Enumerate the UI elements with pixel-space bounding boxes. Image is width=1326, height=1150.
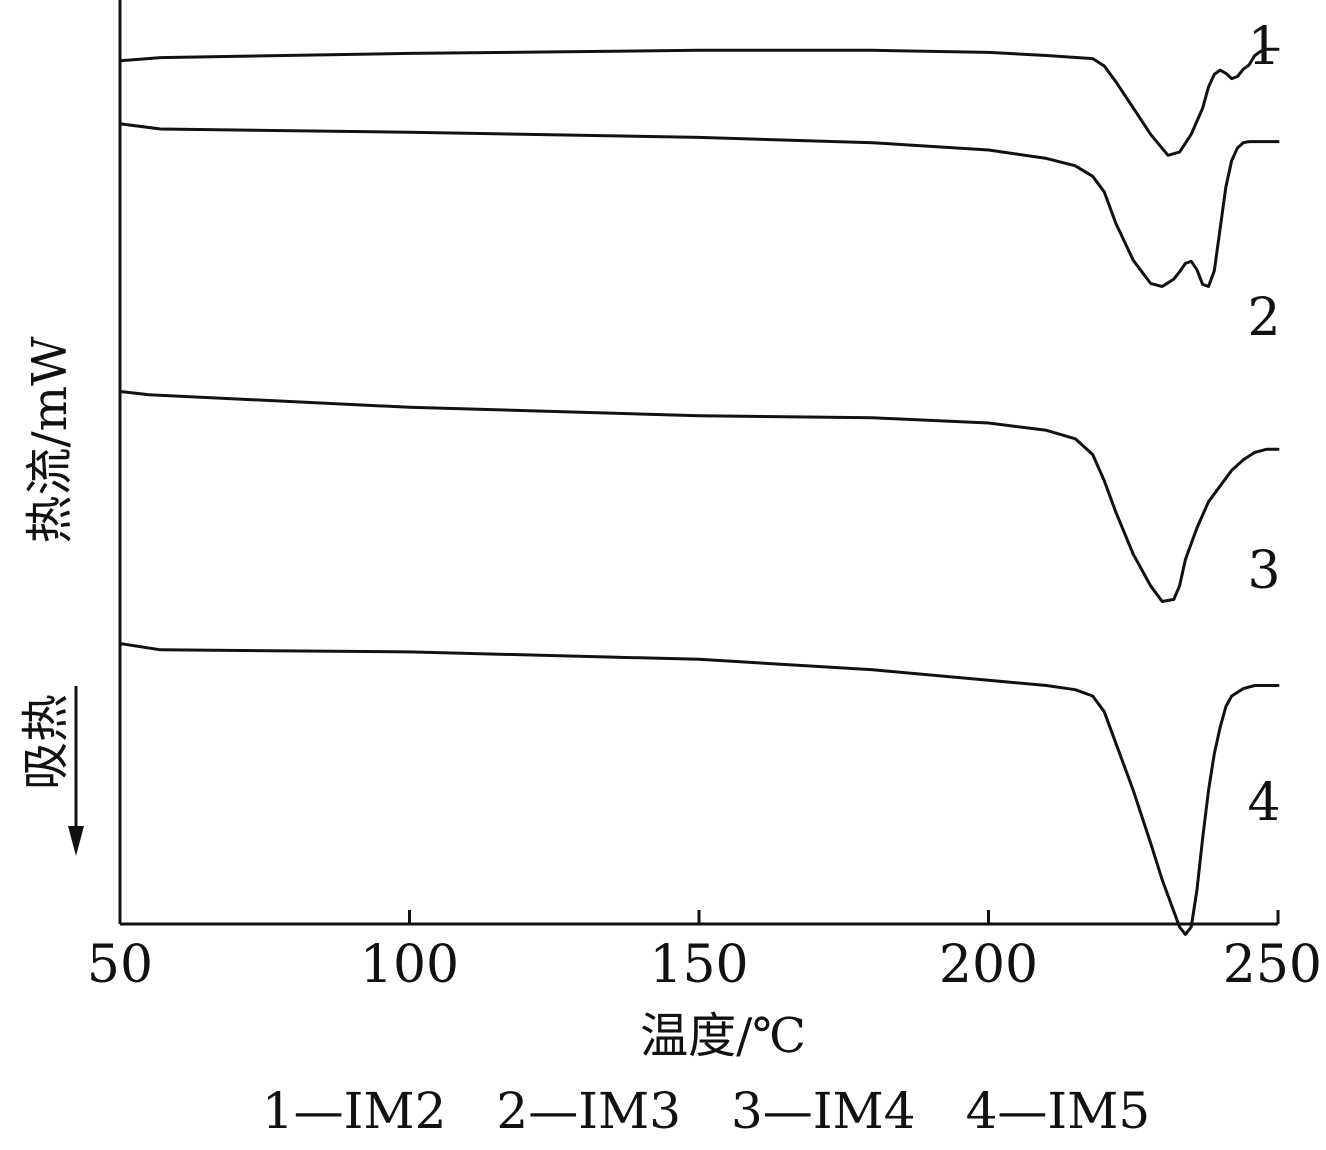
curve-im2: [118, 47, 1280, 157]
x-ticks-group: [118, 910, 1280, 924]
x-axis-label: 温度/℃: [640, 1008, 806, 1064]
x-tick-label-100: 100: [360, 935, 459, 995]
x-tick-label-50: 50: [87, 935, 153, 995]
endotherm-label: 吸热: [18, 694, 74, 790]
legend-text: 1—IM2 2—IM3 3—IM4 4—IM5: [262, 1082, 1150, 1140]
x-tick-label-150: 150: [649, 935, 748, 995]
curve-label-2: 2: [1247, 288, 1280, 348]
curve-label-4: 4: [1247, 773, 1280, 833]
curve-label-1: 1: [1247, 17, 1280, 77]
x-tick-label-250: 250: [1223, 935, 1322, 995]
x-tick-label-200: 200: [939, 935, 1038, 995]
curve-labels-group: 1 2 3 4: [1247, 17, 1280, 833]
curves-group: [118, 47, 1280, 936]
x-tick-labels-group: 50 100 150 200 250: [87, 935, 1322, 995]
curve-im3: [118, 122, 1280, 288]
curve-im4: [118, 390, 1280, 603]
curve-label-3: 3: [1247, 541, 1280, 601]
y-axis-label: 热流/mW: [22, 336, 78, 544]
endotherm-arrow-icon: [68, 686, 84, 856]
curve-im5: [118, 642, 1280, 936]
